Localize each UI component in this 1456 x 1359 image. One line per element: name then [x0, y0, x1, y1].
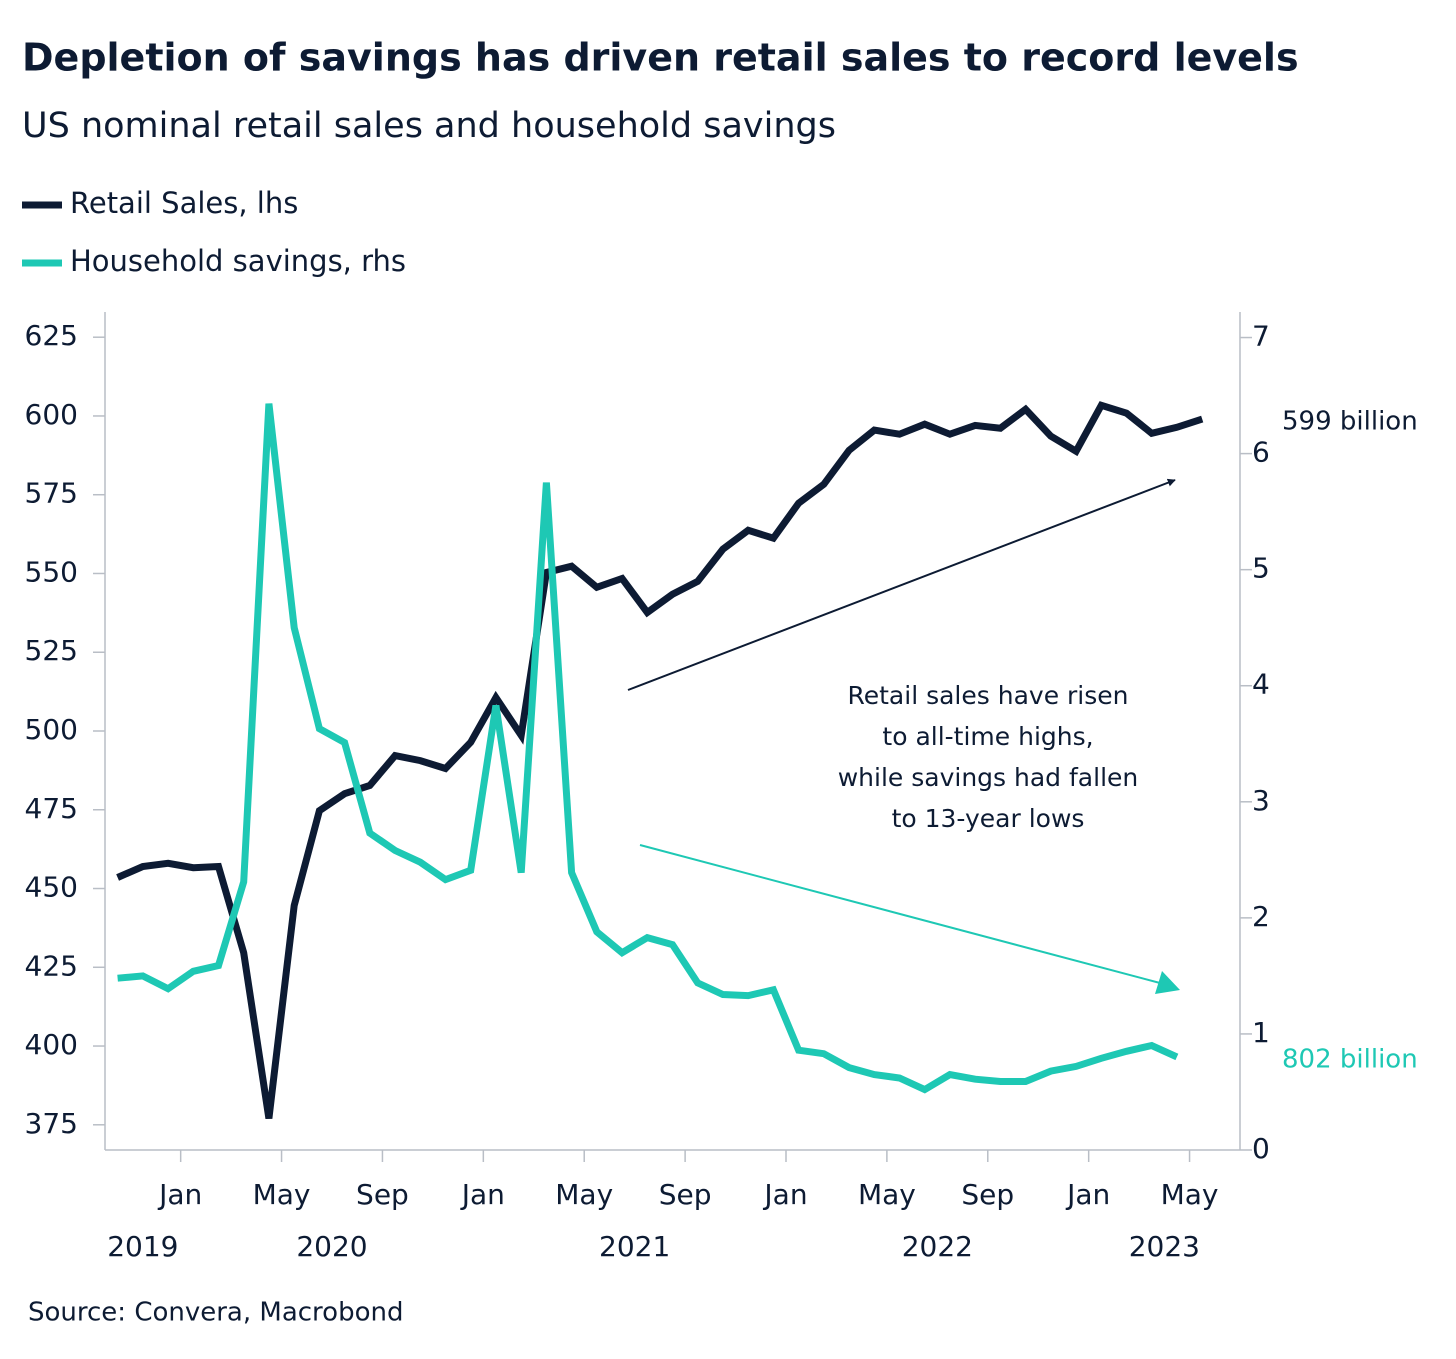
x-tick-label: Jan [157, 1178, 202, 1211]
y-tick-label: 375 [25, 1107, 78, 1140]
annotation-text: Retail sales have risen [848, 681, 1129, 710]
y-tick-label: 625 [25, 319, 78, 352]
x-tick-label: May [253, 1178, 311, 1211]
x-tick-label: May [1161, 1178, 1219, 1211]
legend-label: Household savings, rhs [70, 244, 406, 278]
end-label: 802 billion [1282, 1044, 1418, 1074]
y2-tick-label: 5 [1252, 552, 1270, 585]
y2-tick-label: 7 [1252, 320, 1270, 353]
source: Source: Convera, Macrobond [28, 1298, 403, 1328]
y-tick-label: 600 [25, 398, 78, 431]
chart-title: Depletion of savings has driven retail s… [22, 36, 1299, 80]
y-tick-label: 575 [25, 477, 78, 510]
x-tick-label: Jan [762, 1178, 807, 1211]
x-tick-label: Sep [356, 1178, 409, 1211]
x-year-label: 2021 [599, 1230, 670, 1263]
series-line [116, 401, 1204, 1120]
y2-tick-label: 0 [1252, 1132, 1270, 1165]
annotation-text: to all-time highs, [882, 722, 1093, 751]
y-tick-label: 550 [25, 555, 78, 588]
annotation-arrow [627, 478, 1176, 691]
x-year-label: 2022 [902, 1230, 973, 1263]
y2-tick-label: 3 [1252, 784, 1270, 817]
x-year-label: 2023 [1129, 1230, 1200, 1263]
y-tick-label: 475 [25, 792, 78, 825]
y2-tick-label: 6 [1252, 436, 1270, 469]
chart-subtitle: US nominal retail sales and household sa… [22, 106, 836, 146]
x-tick-label: Jan [1065, 1178, 1110, 1211]
y2-tick-label: 2 [1252, 900, 1270, 933]
x-tick-label: May [555, 1178, 613, 1211]
x-tick-label: May [858, 1178, 916, 1211]
end-label: 599 billion [1282, 407, 1418, 437]
y-tick-label: 525 [25, 634, 78, 667]
y-tick-label: 425 [25, 949, 78, 982]
y-tick-label: 400 [25, 1028, 78, 1061]
x-tick-label: Sep [961, 1178, 1014, 1211]
x-tick-label: Sep [659, 1178, 712, 1211]
y2-tick-label: 1 [1252, 1016, 1270, 1049]
annotation-arrow [639, 844, 1161, 984]
y-tick-label: 500 [25, 713, 78, 746]
x-year-label: 2019 [107, 1230, 178, 1263]
y2-tick-label: 4 [1252, 668, 1270, 701]
y-tick-label: 450 [25, 871, 78, 904]
x-tick-label: Jan [460, 1178, 505, 1211]
annotation-text: to 13-year lows [892, 804, 1085, 833]
x-year-label: 2020 [296, 1230, 367, 1263]
series-line [117, 403, 1179, 1094]
annotation-arrowhead [1155, 971, 1180, 994]
annotation-text: while savings had fallen [838, 763, 1139, 792]
legend-label: Retail Sales, lhs [70, 186, 298, 220]
